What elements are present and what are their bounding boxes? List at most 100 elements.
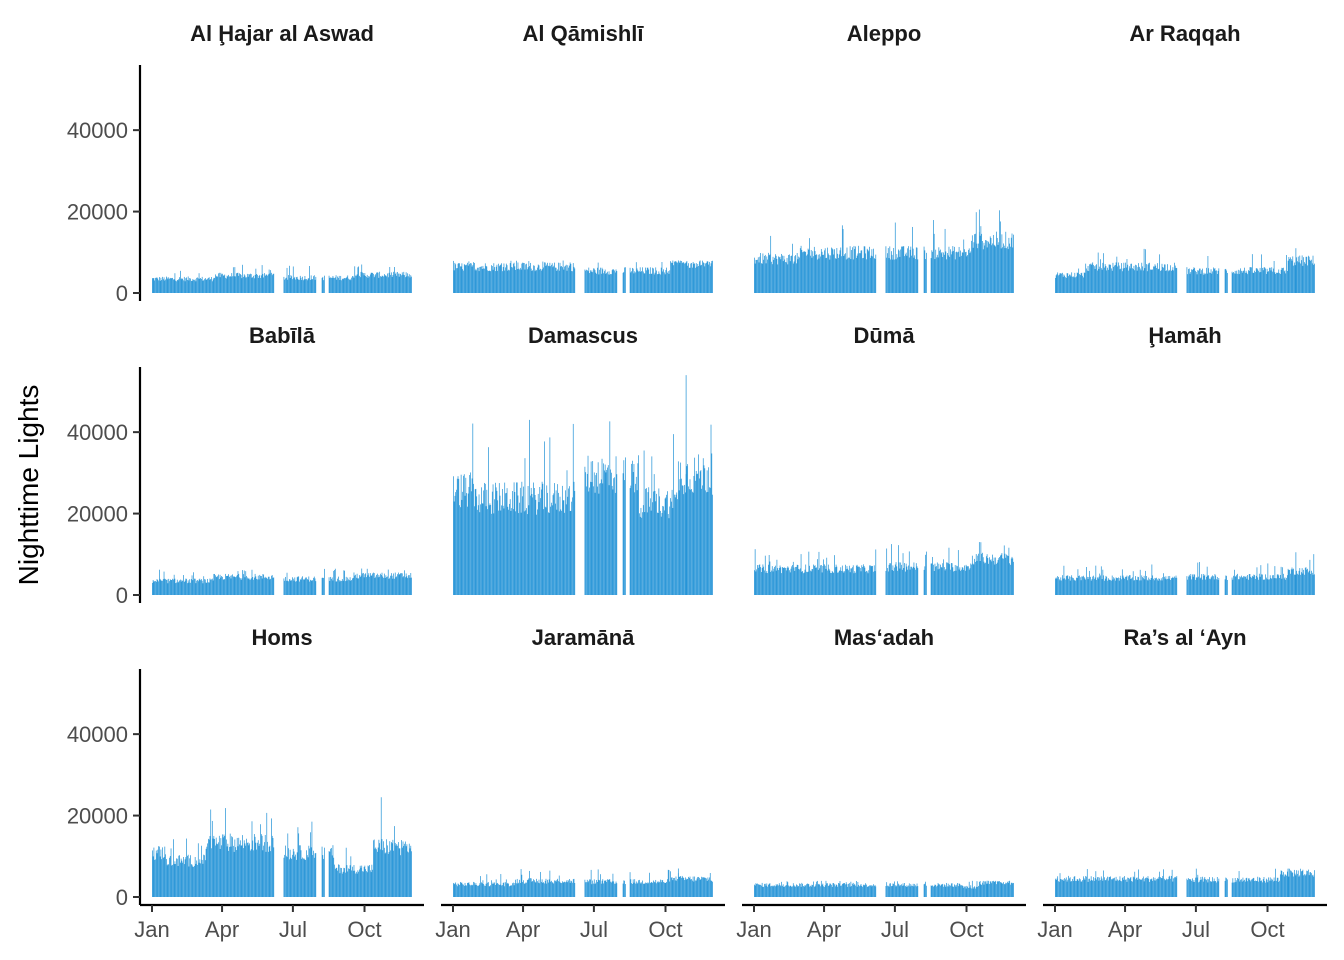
bar bbox=[296, 852, 298, 897]
bar bbox=[611, 485, 613, 595]
bar bbox=[243, 840, 245, 897]
bar bbox=[387, 569, 389, 595]
bar bbox=[381, 839, 383, 897]
bar bbox=[338, 576, 339, 595]
bar bbox=[784, 259, 786, 293]
bar bbox=[614, 883, 616, 897]
bar bbox=[305, 577, 307, 595]
bar bbox=[234, 576, 236, 595]
bar bbox=[827, 253, 829, 293]
bar bbox=[272, 273, 274, 293]
bar bbox=[257, 575, 259, 595]
bar bbox=[998, 242, 1000, 293]
bar bbox=[203, 280, 205, 293]
bar bbox=[362, 871, 364, 897]
bar bbox=[834, 249, 835, 293]
bar bbox=[404, 277, 406, 293]
bar bbox=[837, 572, 838, 595]
bar bbox=[960, 885, 961, 897]
bar bbox=[542, 261, 544, 293]
bar bbox=[233, 276, 235, 293]
bar bbox=[855, 246, 856, 293]
bar bbox=[1270, 270, 1272, 293]
bar bbox=[512, 883, 513, 897]
bar bbox=[1154, 877, 1156, 897]
bar bbox=[966, 566, 968, 595]
bar bbox=[1297, 573, 1298, 595]
bar bbox=[789, 261, 791, 293]
bar bbox=[1072, 577, 1074, 595]
bar bbox=[1269, 267, 1270, 293]
bar bbox=[1163, 264, 1165, 293]
bar bbox=[154, 581, 156, 595]
bar bbox=[662, 880, 664, 897]
bar bbox=[1079, 577, 1081, 595]
bar bbox=[836, 247, 838, 293]
bar bbox=[838, 257, 839, 293]
bar bbox=[477, 509, 478, 595]
bar bbox=[527, 486, 529, 595]
bar bbox=[940, 249, 941, 293]
bar bbox=[1137, 267, 1139, 293]
bar bbox=[706, 880, 708, 897]
bar bbox=[1009, 243, 1011, 293]
bar bbox=[1141, 879, 1143, 897]
bar bbox=[782, 567, 783, 595]
bar bbox=[1168, 269, 1170, 293]
bar bbox=[851, 568, 853, 595]
bar bbox=[180, 279, 182, 293]
bar bbox=[328, 577, 330, 595]
bar bbox=[765, 572, 767, 595]
bar bbox=[956, 565, 958, 595]
bar bbox=[266, 812, 268, 897]
bar bbox=[1109, 264, 1111, 293]
bar bbox=[375, 847, 377, 897]
bar bbox=[1271, 267, 1273, 293]
bar bbox=[533, 879, 534, 897]
bar bbox=[237, 846, 239, 897]
bar bbox=[1126, 259, 1128, 293]
bar bbox=[189, 278, 191, 293]
bar bbox=[410, 573, 412, 595]
bar bbox=[558, 270, 560, 293]
bar bbox=[935, 884, 937, 897]
bar bbox=[236, 273, 237, 293]
bar bbox=[344, 570, 345, 595]
bar bbox=[664, 274, 666, 293]
bar bbox=[559, 881, 561, 897]
bar bbox=[649, 883, 651, 897]
bar bbox=[668, 273, 670, 293]
bar bbox=[897, 570, 898, 595]
bar bbox=[1300, 574, 1301, 595]
bar bbox=[838, 883, 840, 897]
bar bbox=[682, 485, 684, 595]
bar bbox=[299, 845, 301, 897]
bar bbox=[403, 845, 405, 897]
bar bbox=[1248, 579, 1249, 595]
bar bbox=[1079, 275, 1081, 293]
bar bbox=[306, 850, 307, 897]
bar bbox=[486, 874, 488, 897]
bar bbox=[854, 249, 856, 293]
bar bbox=[383, 276, 384, 293]
bar bbox=[668, 518, 670, 595]
bar bbox=[522, 496, 523, 595]
bar bbox=[215, 576, 217, 595]
bar bbox=[394, 842, 396, 897]
bar bbox=[459, 885, 460, 897]
bar bbox=[291, 276, 293, 293]
bar bbox=[267, 851, 269, 897]
bar bbox=[788, 567, 789, 595]
bar bbox=[670, 871, 671, 897]
bar bbox=[410, 845, 412, 897]
bar bbox=[376, 851, 378, 897]
bar bbox=[905, 252, 907, 293]
bar bbox=[1272, 879, 1273, 897]
bar bbox=[942, 257, 944, 293]
bar bbox=[543, 509, 544, 595]
bar bbox=[947, 253, 948, 293]
bar bbox=[204, 579, 205, 595]
bar bbox=[1312, 874, 1314, 897]
bar bbox=[250, 273, 251, 293]
bar bbox=[336, 867, 338, 897]
